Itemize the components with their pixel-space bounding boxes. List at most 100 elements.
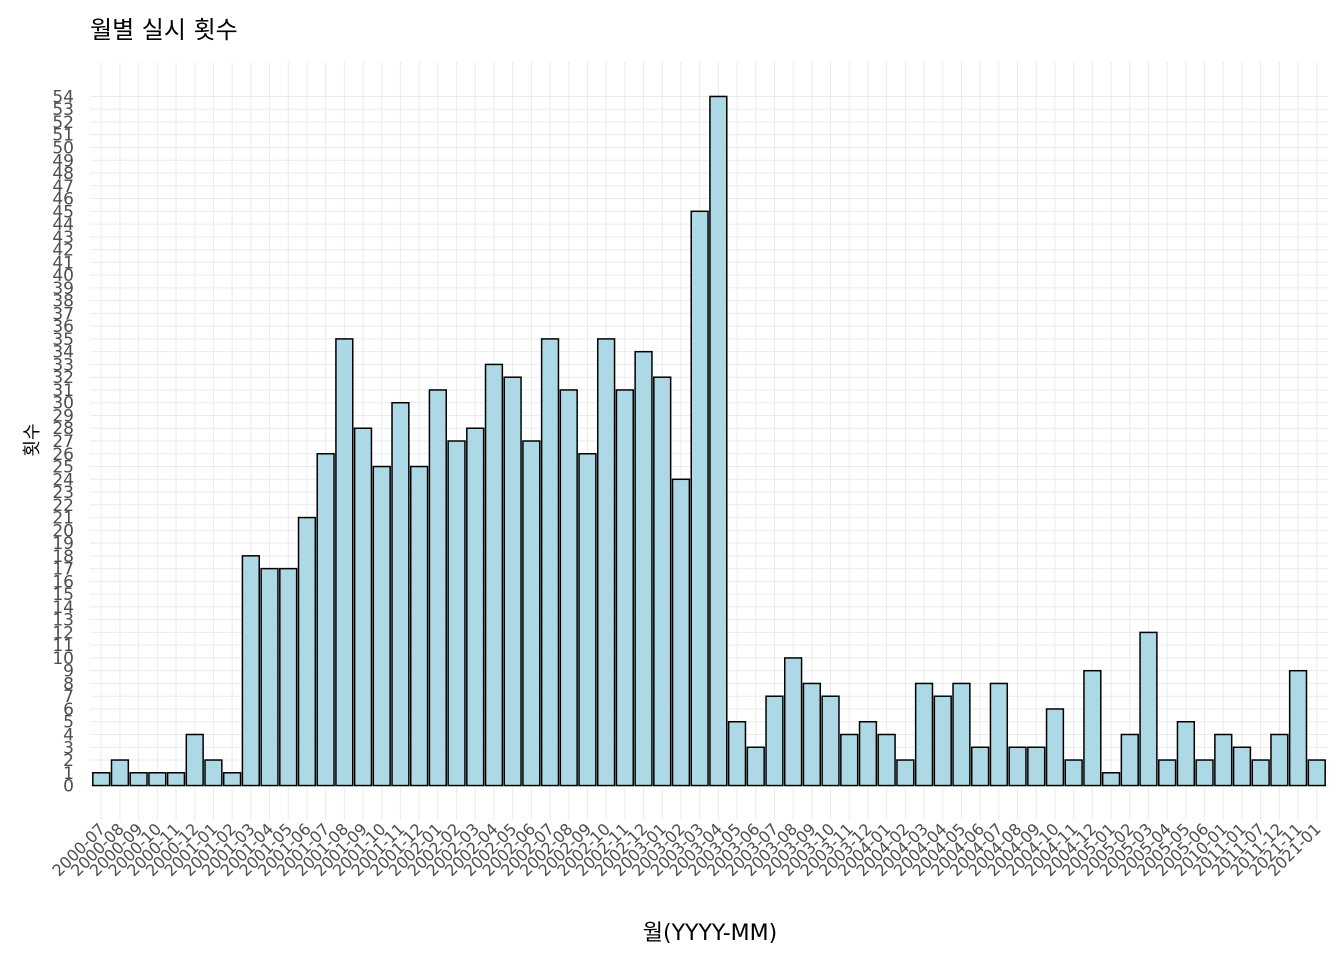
y-tick-label: 29 <box>52 406 74 426</box>
bar <box>727 720 747 787</box>
bar <box>896 759 915 787</box>
bar <box>1139 631 1158 787</box>
bar <box>540 338 560 787</box>
bar <box>166 772 186 787</box>
bar <box>1251 759 1270 787</box>
bar <box>1101 772 1121 787</box>
y-tick-label: 1 <box>63 764 74 784</box>
bar <box>1232 746 1252 787</box>
bar <box>1158 759 1177 787</box>
y-tick-label: 19 <box>52 534 74 554</box>
y-tick-label: 40 <box>52 266 74 286</box>
bar <box>933 695 952 787</box>
bar <box>1214 733 1233 787</box>
y-tick-label: 18 <box>52 547 74 567</box>
bar <box>372 465 391 787</box>
y-tick-label: 37 <box>52 304 74 324</box>
bar <box>1027 746 1046 787</box>
bar <box>559 389 578 787</box>
y-tick-label: 7 <box>63 687 74 707</box>
y-tick-label: 4 <box>63 726 74 746</box>
bar <box>484 363 504 787</box>
y-tick-label: 36 <box>52 317 74 337</box>
y-tick-label: 47 <box>52 177 74 197</box>
y-tick-label: 15 <box>52 585 74 605</box>
y-tick-label: 11 <box>52 636 74 656</box>
bar <box>840 733 859 787</box>
bar <box>110 759 130 787</box>
bar <box>709 95 728 787</box>
y-tick-label: 23 <box>52 483 74 503</box>
bar <box>821 695 840 787</box>
bar <box>503 376 522 787</box>
bar <box>970 746 990 787</box>
bar <box>1195 759 1214 787</box>
y-tick-label: 21 <box>52 509 74 529</box>
y-tick-label: 44 <box>52 215 74 235</box>
y-tick-label: 30 <box>52 394 74 414</box>
bars <box>92 95 1326 787</box>
y-tick-label: 2 <box>63 751 74 771</box>
bar <box>858 720 878 787</box>
bar <box>783 657 803 787</box>
bar <box>391 401 410 787</box>
y-tick-label: 42 <box>52 241 74 261</box>
y-tick-label: 34 <box>52 343 74 363</box>
bar <box>353 427 373 787</box>
y-tick-label: 32 <box>52 368 74 388</box>
bar <box>316 453 335 787</box>
bar <box>1083 669 1102 787</box>
y-tick-label: 12 <box>52 623 74 643</box>
bar <box>279 567 298 787</box>
y-tick-label: 35 <box>52 330 74 350</box>
y-tick-label: 45 <box>52 202 74 222</box>
bar <box>185 733 204 787</box>
y-tick-label: 24 <box>52 470 74 490</box>
bar <box>989 682 1009 787</box>
y-tick-label: 27 <box>52 432 74 452</box>
bar <box>297 516 317 787</box>
y-tick-label: 8 <box>63 674 74 694</box>
y-tick-label: 53 <box>52 100 74 120</box>
y-tick-label: 17 <box>52 560 74 580</box>
bar <box>634 350 653 787</box>
bar <box>1008 746 1027 787</box>
bar <box>204 759 223 787</box>
y-tick-label: 6 <box>63 700 74 720</box>
y-tick-label: 41 <box>52 253 74 273</box>
bar <box>335 338 354 787</box>
x-axis-title: 월(YYYY-MM) <box>643 921 777 946</box>
bar <box>615 389 635 787</box>
bar <box>1307 759 1326 787</box>
y-tick-label: 48 <box>52 164 74 184</box>
bar <box>671 478 691 787</box>
y-tick-label: 33 <box>52 355 74 375</box>
bar <box>1045 708 1065 787</box>
y-tick-label: 52 <box>52 113 74 133</box>
y-tick-label: 46 <box>52 190 74 210</box>
y-tick-label: 51 <box>52 126 74 146</box>
bar <box>578 453 597 787</box>
y-tick-label: 39 <box>52 279 74 299</box>
y-tick-label: 10 <box>52 649 74 669</box>
y-tick-label: 43 <box>52 228 74 248</box>
bar <box>802 682 822 787</box>
y-tick-label: 3 <box>63 738 74 758</box>
y-axis-title: 횟수 <box>22 423 43 456</box>
bar <box>746 746 765 787</box>
bar <box>409 465 429 787</box>
y-tick-label: 49 <box>52 151 74 171</box>
y-tick-label: 9 <box>63 662 74 682</box>
y-tick-label: 13 <box>52 611 74 631</box>
bar <box>447 440 466 787</box>
bar <box>690 210 709 787</box>
y-tick-label: 0 <box>63 777 74 797</box>
y-tick-label: 14 <box>52 598 74 618</box>
bar <box>428 389 448 787</box>
bar <box>1288 669 1308 787</box>
y-tick-label: 25 <box>52 458 74 478</box>
bar <box>596 338 616 787</box>
bar <box>1120 733 1139 787</box>
y-tick-label: 31 <box>52 381 74 401</box>
bar <box>952 682 971 787</box>
